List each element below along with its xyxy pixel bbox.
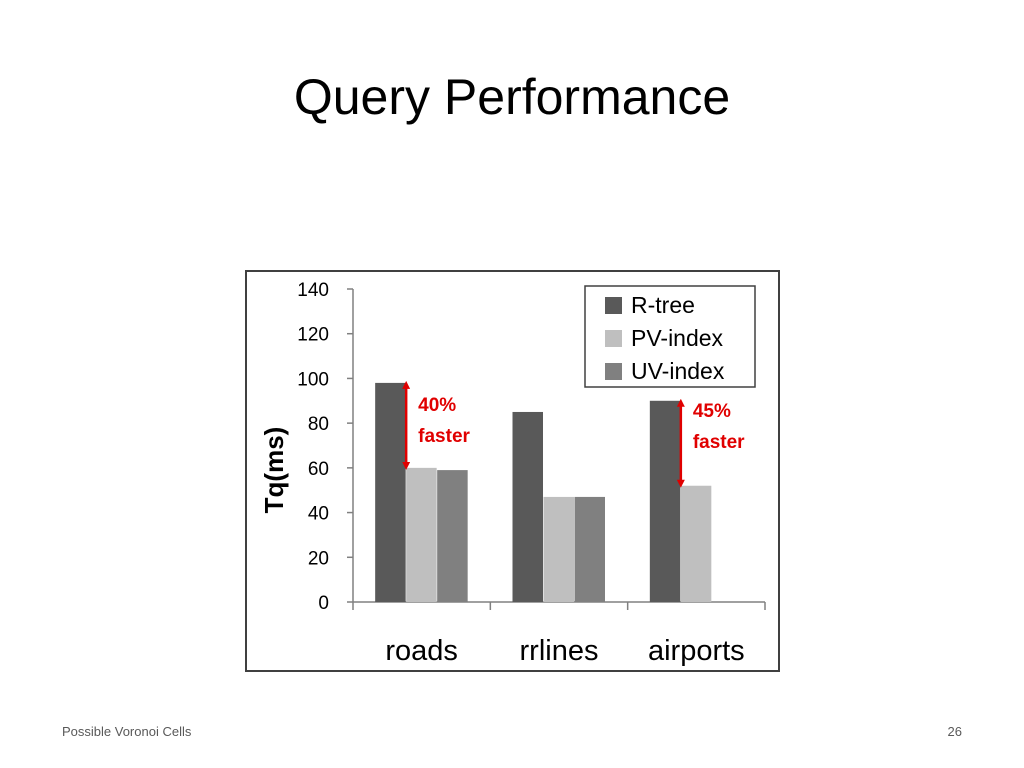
x-tick-label: rrlines (520, 635, 599, 667)
bar-pv-index (680, 485, 712, 602)
legend-label: UV-index (631, 358, 725, 384)
speedup-label-percent: 40% (418, 395, 456, 416)
bar-uv-index (574, 496, 605, 602)
y-tick-label: 60 (308, 459, 329, 480)
speedup-label-text: faster (418, 426, 470, 447)
y-tick-label: 100 (297, 369, 329, 390)
speedup-label-percent: 45% (693, 401, 731, 422)
chart-annotations: 40% faster 45% faster (402, 380, 745, 488)
legend-swatch (605, 297, 622, 314)
bar-pv-index (406, 467, 437, 602)
chart-bars (375, 382, 712, 602)
legend-swatch (605, 363, 622, 380)
chart-legend: R-tree PV-index UV-index (584, 285, 756, 388)
y-tick-label: 20 (308, 548, 329, 569)
bar-r-tree (512, 411, 543, 602)
legend-swatch (605, 330, 622, 347)
y-axis-title: Tq(ms) (259, 427, 289, 514)
y-tick-label: 80 (308, 414, 329, 435)
legend-label: PV-index (631, 325, 724, 351)
bar-uv-index (437, 470, 468, 602)
bar-pv-index (543, 496, 574, 602)
y-tick-label: 40 (308, 504, 329, 525)
x-tick-label: roads (385, 635, 458, 667)
footer-text: Possible Voronoi Cells (62, 724, 192, 739)
slide-title: Query Performance (293, 69, 731, 125)
y-tick-label: 120 (297, 325, 329, 346)
bar-chart: 0 20 40 60 80 100 120 140 roads rrlines airports 4… (245, 270, 780, 672)
bar-r-tree (649, 400, 681, 602)
y-tick-label: 0 (318, 593, 329, 614)
y-tick-label: 140 (297, 280, 329, 301)
x-tick-label: airports (648, 635, 745, 667)
bar-r-tree (375, 382, 406, 602)
legend-label: R-tree (631, 292, 695, 318)
speedup-label-text: faster (693, 432, 745, 453)
page-number: 26 (947, 724, 962, 739)
